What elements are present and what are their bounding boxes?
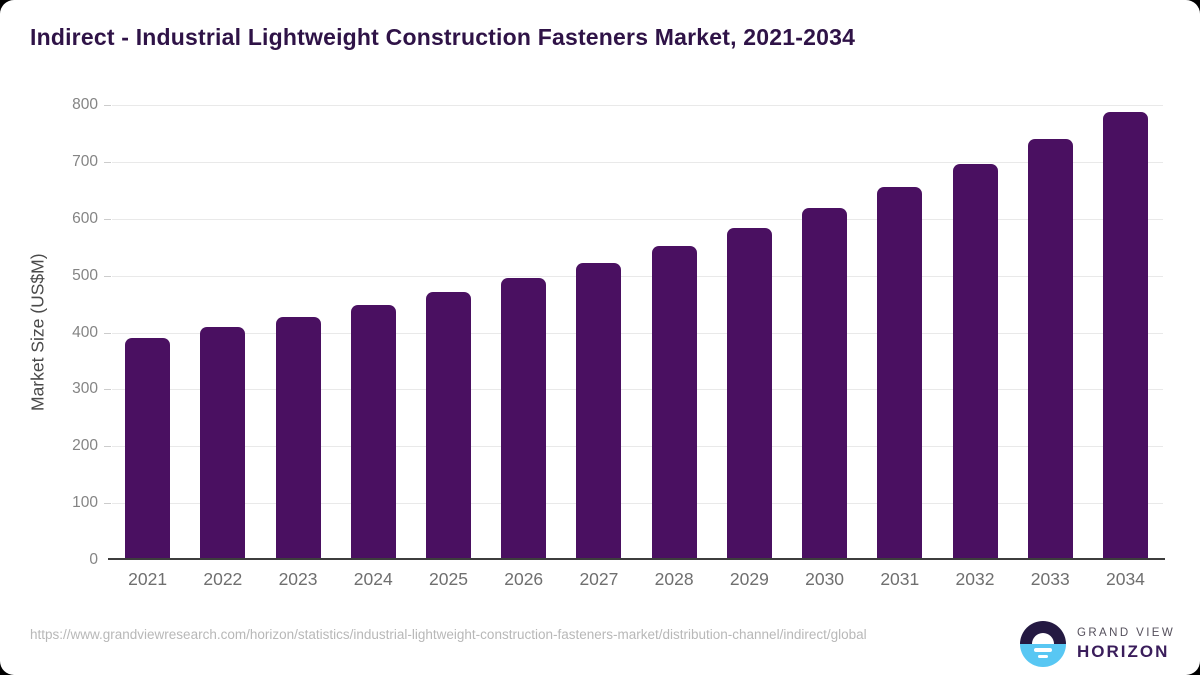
bar-slot — [637, 105, 712, 560]
plot-area — [110, 105, 1163, 560]
gridline — [112, 389, 1163, 391]
bar-slot — [712, 105, 787, 560]
x-tick-labels: 2021 2022 2023 2024 2025 2026 2027 2028 2029 2030… — [110, 569, 1163, 590]
bar-2026 — [501, 278, 547, 560]
source-url: https://www.grandviewresearch.com/horizo… — [30, 627, 867, 642]
y-tick-label: 500 — [72, 266, 98, 284]
y-tick-mark — [104, 332, 111, 334]
y-tick-mark — [104, 105, 111, 106]
y-tick-mark — [104, 161, 111, 163]
bar-2029 — [726, 227, 772, 560]
gridline — [112, 161, 1163, 163]
x-tick-label: 2030 — [805, 569, 845, 589]
bar-slot — [937, 105, 1012, 560]
x-axis-line — [108, 558, 1165, 560]
y-tick-label: 400 — [72, 323, 98, 341]
bar-2022 — [200, 327, 246, 560]
gridline — [112, 503, 1163, 505]
y-tick-mark — [104, 275, 111, 277]
bar-2021 — [125, 337, 171, 560]
x-tick-label: 2021 — [128, 569, 168, 589]
bar-slot — [110, 105, 185, 560]
y-tick-label: 800 — [72, 96, 98, 113]
bar-slot — [336, 105, 411, 560]
y-tick-marks — [104, 105, 111, 560]
x-tick-label: 2022 — [203, 569, 243, 589]
y-tick-mark — [104, 503, 111, 505]
bar-2032 — [952, 164, 998, 560]
gridline — [112, 446, 1163, 448]
y-tick-label: 0 — [89, 551, 98, 568]
y-tick-labels: 0 100 200 300 400 500 600 700 800 — [38, 96, 98, 568]
bar-slot — [1013, 105, 1088, 560]
bar-2031 — [877, 186, 923, 560]
x-tick-label: 2033 — [1030, 569, 1070, 589]
y-tick-mark — [104, 389, 111, 391]
grandview-horizon-logo: GRAND VIEW HORIZON — [1020, 621, 1175, 667]
bar-series — [110, 105, 1163, 560]
y-tick-mark — [104, 446, 111, 448]
gridline — [112, 218, 1163, 220]
bar-slot — [411, 105, 486, 560]
page-title: Indirect - Industrial Lightweight Constr… — [30, 24, 856, 50]
bar-slot — [185, 105, 260, 560]
x-tick-label: 2027 — [579, 569, 619, 589]
bar-2024 — [350, 305, 396, 560]
x-tick-label: 2032 — [955, 569, 995, 589]
bar-slot — [561, 105, 636, 560]
logo-sky-half — [1020, 621, 1066, 644]
horizon-sunrise-icon — [1020, 621, 1066, 667]
x-tick-label: 2023 — [278, 569, 318, 589]
bar-2033 — [1027, 138, 1073, 560]
x-tick-label: 2026 — [504, 569, 544, 589]
logo-text: GRAND VIEW HORIZON — [1077, 627, 1175, 662]
logo-reflection-line — [1034, 648, 1052, 652]
bar-2030 — [802, 207, 848, 560]
x-tick-label: 2031 — [880, 569, 920, 589]
x-tick-label: 2028 — [654, 569, 694, 589]
gridline — [112, 275, 1163, 277]
y-tick-label: 100 — [72, 494, 98, 512]
bar-slot — [1088, 105, 1163, 560]
bar-2027 — [576, 262, 622, 560]
logo-text-grand-view: GRAND VIEW — [1077, 626, 1176, 639]
y-tick-label: 700 — [72, 152, 98, 170]
gridline — [112, 332, 1163, 334]
x-tick-label: 2025 — [429, 569, 468, 589]
logo-text-horizon: HORIZON — [1077, 641, 1170, 661]
y-tick-label: 200 — [72, 437, 98, 455]
y-tick-mark — [104, 218, 111, 220]
bar-2034 — [1102, 111, 1148, 560]
logo-reflection-line — [1038, 654, 1048, 658]
bar-slot — [486, 105, 561, 560]
bar-slot — [260, 105, 335, 560]
x-tick-label: 2024 — [353, 569, 393, 589]
logo-sun-shape — [1032, 633, 1054, 644]
bar-2025 — [425, 292, 471, 560]
y-tick-label: 300 — [72, 380, 98, 398]
y-tick-label: 600 — [72, 209, 98, 227]
bar-slot — [862, 105, 937, 560]
bar-2023 — [275, 317, 321, 560]
bar-slot — [787, 105, 862, 560]
x-tick-label: 2034 — [1105, 569, 1145, 589]
gridline — [112, 105, 1163, 106]
x-tick-label: 2029 — [729, 569, 769, 589]
bar-2028 — [651, 246, 697, 560]
